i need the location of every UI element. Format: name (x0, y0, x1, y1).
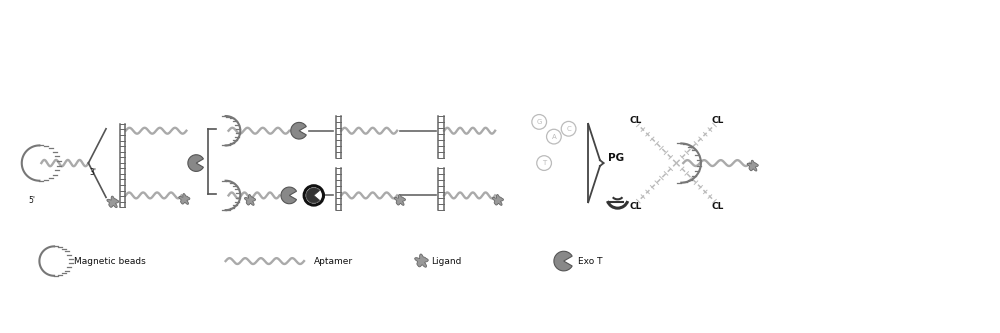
Text: 3': 3' (90, 168, 97, 177)
Text: Magnetic beads: Magnetic beads (74, 256, 145, 266)
Text: Ligand: Ligand (431, 256, 462, 266)
Polygon shape (107, 196, 119, 208)
Text: CL: CL (711, 201, 724, 210)
Text: G: G (537, 119, 542, 125)
Text: A: A (552, 134, 556, 140)
Wedge shape (306, 188, 320, 203)
Polygon shape (492, 194, 503, 205)
Text: 5': 5' (28, 196, 35, 205)
Text: CL: CL (711, 116, 724, 125)
Polygon shape (747, 160, 758, 171)
Text: T: T (542, 160, 546, 166)
Polygon shape (415, 254, 428, 267)
Wedge shape (291, 123, 306, 139)
Wedge shape (281, 187, 297, 204)
Polygon shape (179, 193, 190, 204)
Text: PG: PG (608, 153, 624, 163)
Wedge shape (188, 155, 203, 171)
Text: Exo T: Exo T (578, 256, 603, 266)
Polygon shape (394, 194, 405, 205)
Polygon shape (244, 194, 256, 205)
Text: CL: CL (629, 201, 642, 210)
Text: CL: CL (629, 116, 642, 125)
Wedge shape (554, 251, 572, 271)
Text: C: C (566, 126, 571, 132)
Text: Aptamer: Aptamer (314, 256, 353, 266)
